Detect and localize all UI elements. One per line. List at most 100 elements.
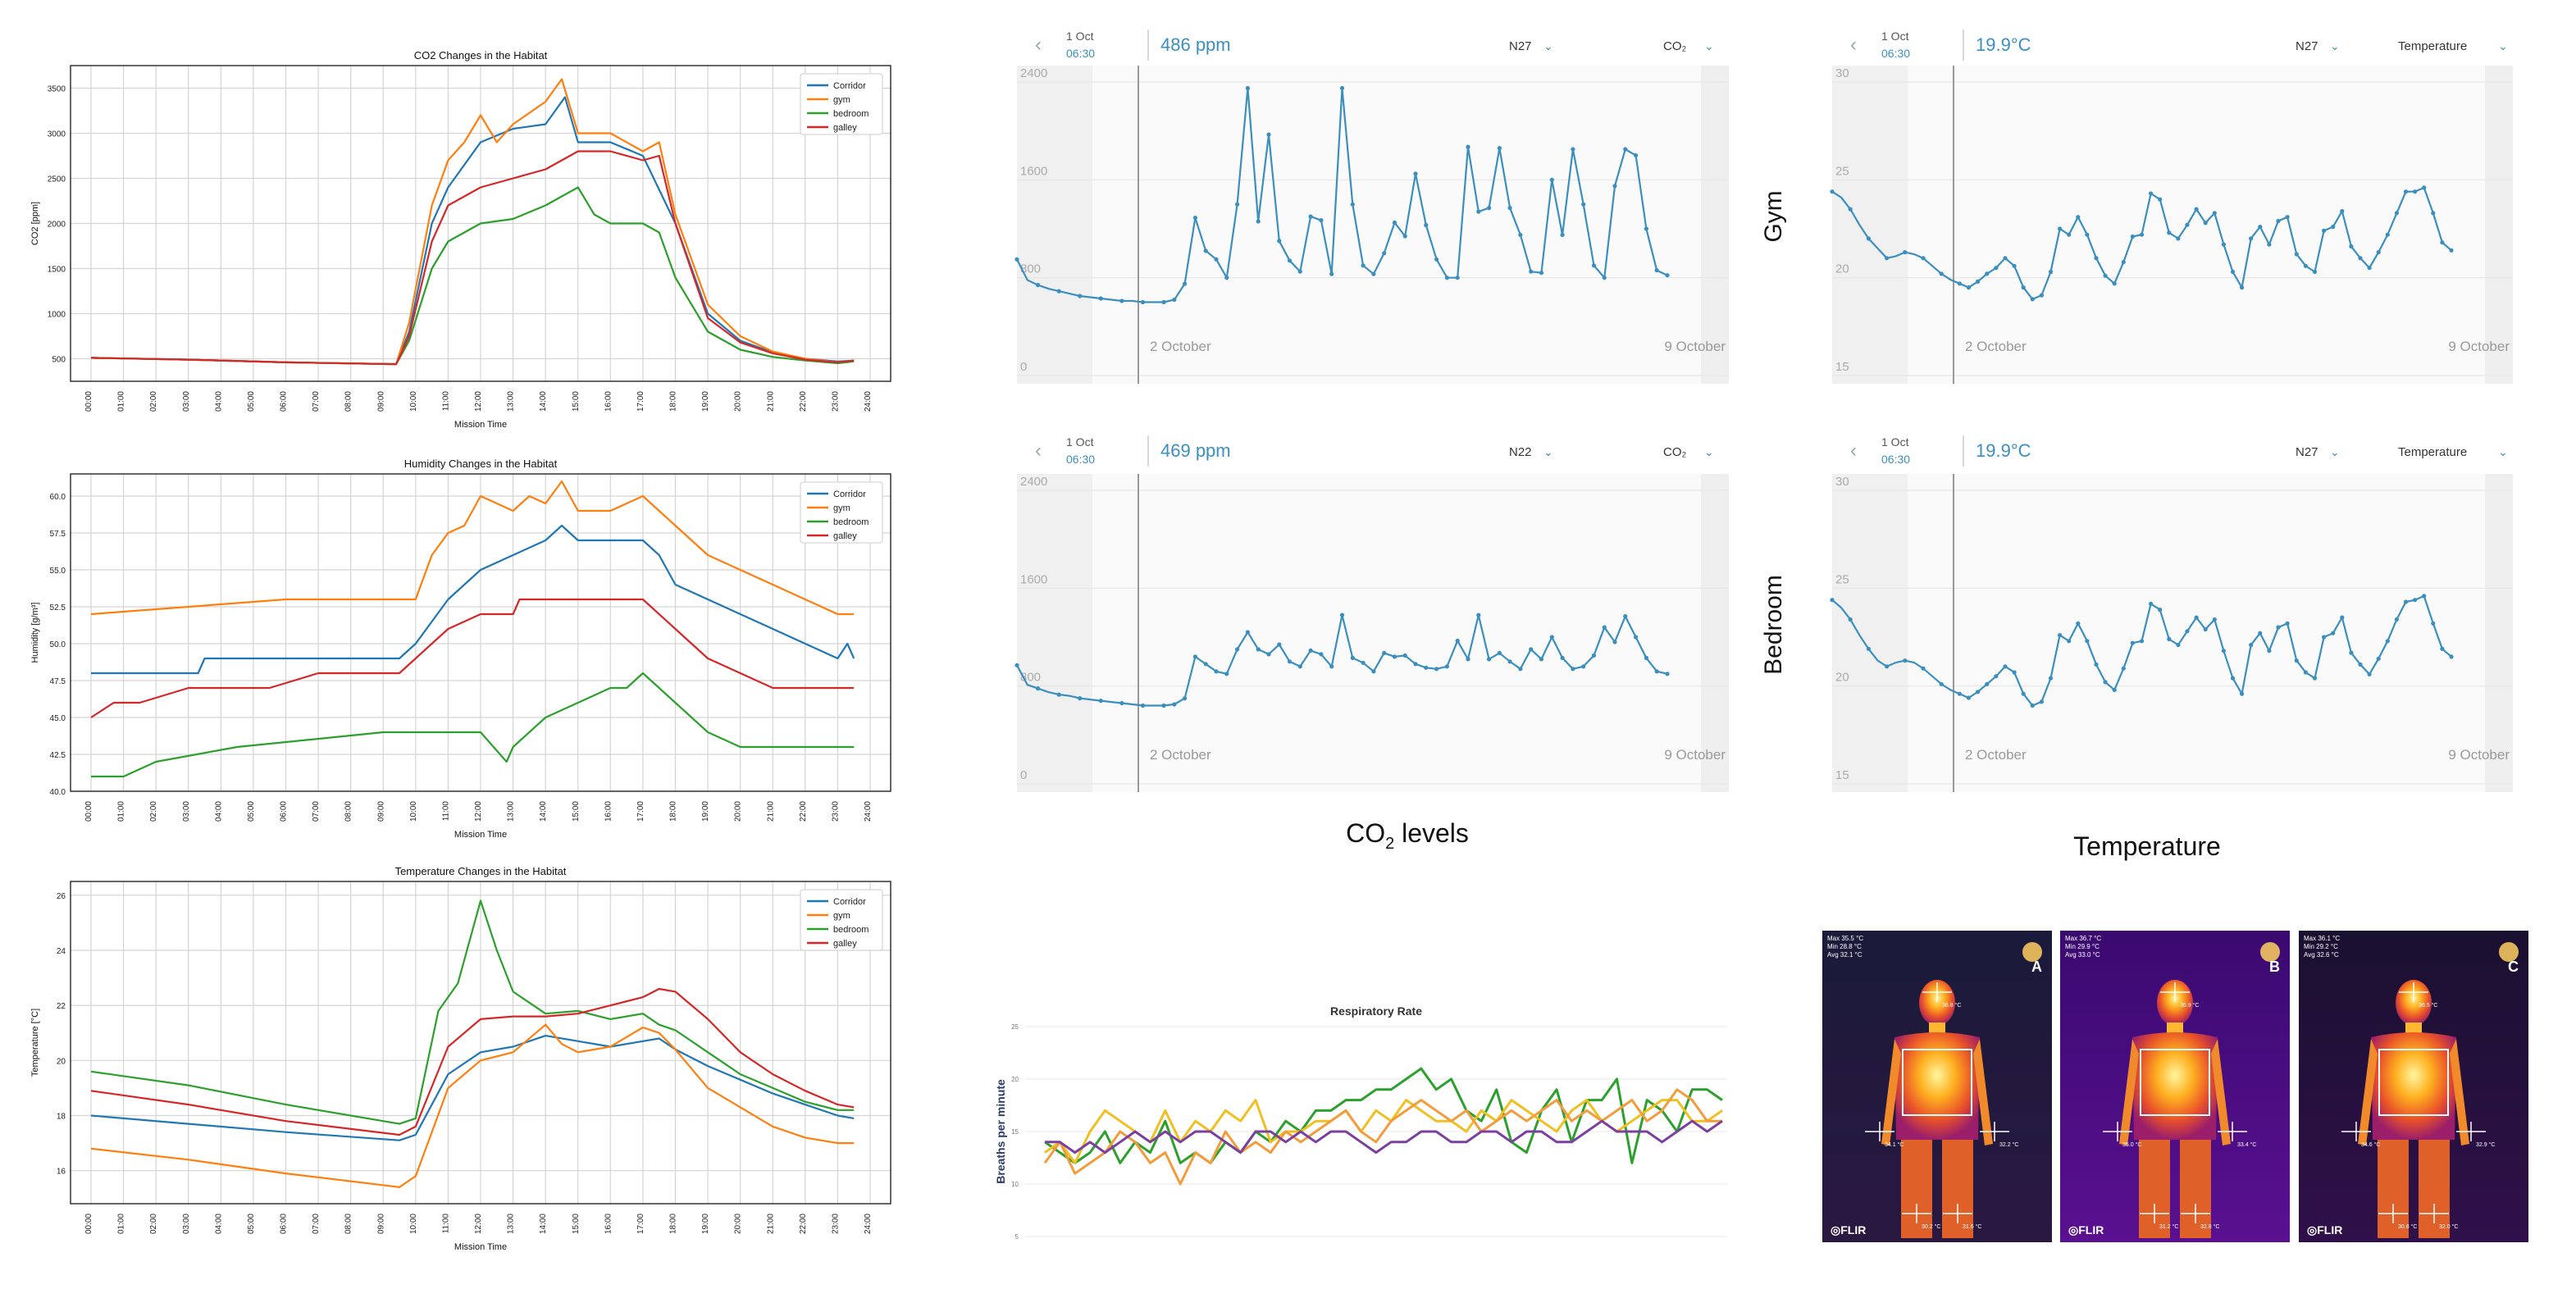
data-point (2139, 639, 2145, 644)
data-point (1623, 147, 1628, 152)
y-tick-label: 25 (1011, 1023, 1019, 1031)
spot-temperature: 31.6 °C (1963, 1223, 1981, 1230)
y-tick-label: 20 (1011, 1076, 1019, 1083)
x-tick-label: 00:00 (84, 391, 93, 412)
thermal-image-a: 36.8 °C 34.1 °C 32.2 °C 30.2 °C 31.6 °C Max 3… (1822, 931, 2052, 1242)
device-select[interactable]: N22 (1509, 445, 1532, 459)
data-point (1654, 669, 1659, 674)
x-tick-label: 22:00 (799, 801, 808, 822)
y-tick-label: 500 (52, 356, 66, 365)
prev-chevron-icon[interactable]: ‹ (1035, 439, 1042, 462)
data-point (1665, 273, 1670, 278)
data-point (1466, 657, 1470, 662)
plot-bg (1832, 474, 2513, 792)
x-tick-label: 18:00 (669, 1214, 678, 1234)
series-line-bedroom (90, 186, 855, 366)
series-line-corridor (90, 96, 855, 366)
hot-spot (2260, 942, 2280, 962)
metric-select[interactable]: Temperature (2398, 445, 2467, 459)
data-point (1434, 257, 1439, 262)
y-tick-label: 1000 (48, 311, 66, 320)
y-tick-label: 57.5 (50, 530, 66, 539)
x-tick-label: 01:00 (117, 1214, 126, 1234)
x-tick-label: 06:00 (280, 1214, 289, 1234)
plot-frame (70, 65, 891, 382)
y-axis-label: Breaths per minute (994, 1079, 1007, 1184)
y-tick-label: 2400 (1020, 66, 1047, 80)
device-select[interactable]: N27 (2296, 445, 2318, 459)
data-point (2149, 601, 2154, 607)
data-point (1056, 692, 1061, 697)
x-tick-label: 11:00 (441, 1214, 450, 1234)
data-point (1487, 206, 1492, 211)
series-line-bedroom (91, 672, 855, 778)
y-tick-label: 22 (57, 1002, 66, 1011)
data-point (1014, 257, 1019, 262)
data-point (2112, 281, 2117, 286)
data-point (1994, 266, 1999, 271)
data-point (1866, 646, 1871, 651)
series-line-gym (90, 480, 855, 616)
data-point (2167, 636, 2172, 642)
header-date: 1 Oct (1066, 435, 1094, 449)
device-select[interactable]: N27 (2296, 39, 2318, 53)
data-point (2376, 656, 2381, 661)
data-point (1976, 690, 1981, 695)
device-select[interactable]: N27 (1509, 39, 1532, 53)
prev-chevron-icon[interactable]: ‹ (1850, 34, 1857, 56)
data-point (1119, 298, 1124, 303)
x-tick-label: 08:00 (344, 801, 353, 822)
series-line-gym (90, 78, 855, 366)
data-point (1507, 206, 1512, 211)
header-value: 19.9°C (1976, 440, 2031, 461)
spot-temperature: 34.1 °C (1885, 1141, 1904, 1148)
data-point (1985, 271, 1990, 276)
x-tick-label: 21:00 (766, 391, 775, 412)
data-point (1634, 635, 1639, 640)
data-point (2294, 252, 2299, 257)
data-point (2076, 215, 2081, 220)
data-point (2312, 676, 2318, 681)
prev-chevron-icon[interactable]: ‹ (1035, 34, 1042, 56)
prev-chevron-icon[interactable]: ‹ (1850, 439, 1857, 462)
metric-select[interactable]: CO₂ (1663, 445, 1687, 459)
x-tick-label: 10:00 (409, 391, 418, 412)
data-point (1444, 664, 1449, 669)
x-tick-label: 21:00 (766, 801, 775, 822)
data-point (1392, 654, 1397, 659)
chart-title: Temperature Changes in the Habitat (395, 865, 567, 877)
data-point (2185, 222, 2190, 227)
data-point (1830, 598, 1835, 603)
data-point (1382, 650, 1387, 656)
x-tick-label: 20:00 (734, 1214, 743, 1234)
temperature-reading: Min 29.9 °C (2065, 943, 2100, 950)
data-point (1172, 297, 1177, 303)
metric-select[interactable]: CO₂ (1663, 39, 1687, 53)
shaded-after-end (2485, 66, 2513, 384)
spot-temperature: 30.2 °C (1922, 1223, 1940, 1230)
data-point (1371, 271, 1376, 276)
body-silhouette (2119, 980, 2231, 1238)
data-point (1329, 664, 1334, 669)
spot-temperature: 34.6 °C (2361, 1141, 2380, 1148)
data-point (1235, 202, 1240, 207)
series-line-gym (90, 1023, 855, 1188)
x-tick-label: 18:00 (669, 391, 678, 412)
data-point (1413, 662, 1418, 667)
y-tick-label: 30 (1835, 66, 1849, 80)
data-point (2203, 626, 2208, 632)
data-point (2340, 615, 2345, 620)
metric-select[interactable]: Temperature (2398, 39, 2467, 53)
data-point (2258, 631, 2263, 635)
data-point (2240, 285, 2245, 290)
temperature-reading: Min 29.2 °C (2304, 943, 2338, 950)
y-tick-label: 24 (57, 947, 66, 956)
data-point (2285, 621, 2290, 626)
y-tick-label: 1600 (1020, 164, 1047, 178)
data-point (1866, 236, 1871, 241)
data-point (2358, 662, 2363, 667)
data-point (2413, 189, 2418, 194)
x-tick-label: 10:00 (409, 801, 418, 822)
data-point (2085, 639, 2090, 644)
data-point (1966, 695, 1972, 700)
